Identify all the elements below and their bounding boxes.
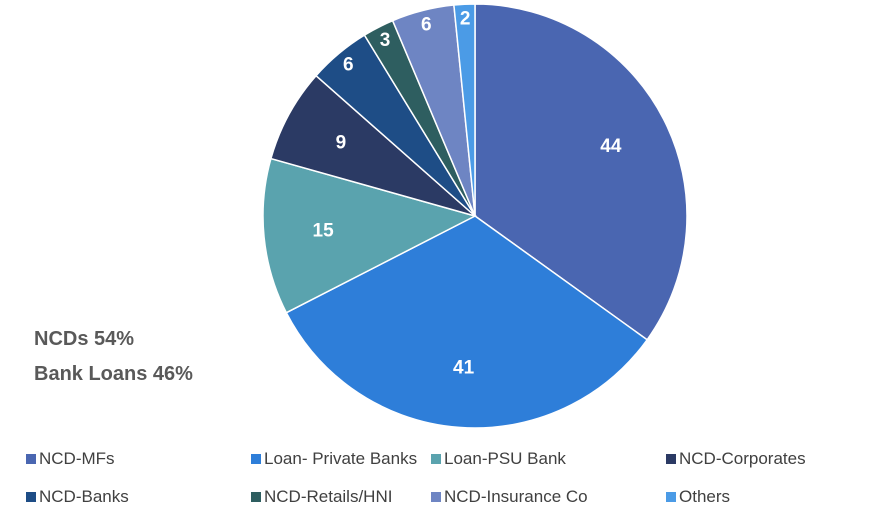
legend-item-loan-private-banks: Loan- Private Banks [251,449,417,469]
pie-slice-loan-psu-bank [262,157,478,314]
data-label-ncd-insurance-co: 6 [421,14,432,35]
legend-label: NCD-Corporates [679,449,806,468]
legend-label: Others [679,487,731,506]
legend-label: NCD-Insurance Co [444,487,588,506]
legend-swatch [26,454,36,464]
legend-swatch [431,492,441,502]
pie-slice-others [453,3,476,217]
pie-data-labels: 44 41 15 9 6 3 6 2 [313,9,622,379]
legend-swatch [251,492,261,502]
legend-swatch [431,454,441,464]
legend-label: NCD-MFs [39,449,115,468]
data-label-ncd-banks: 6 [343,54,354,75]
pie-slice-ncd-mfs [474,3,688,341]
data-label-loan-psu-bank: 15 [313,221,335,242]
legend-swatch [666,454,676,464]
legend-swatch [666,492,676,502]
legend-item-ncd-banks: NCD-Banks [26,487,129,507]
annotations: NCDs 54% Bank Loans 46% [34,322,193,392]
legend-item-loan-psu-bank: Loan-PSU Bank [431,449,566,469]
data-label-loan-private-banks: 41 [453,358,475,379]
pie-slices [262,3,688,429]
pie-slice-loan-private-banks [285,215,649,429]
annotation-ncds: NCDs 54% [34,328,135,350]
legend-label: NCD-Retails/HNI [264,487,393,506]
data-label-others: 2 [460,9,471,30]
data-label-ncd-mfs: 44 [600,136,622,157]
legend-item-others: Others [666,487,730,507]
legend-item-ncd-mfs: NCD-MFs [26,449,115,469]
legend-label: Loan- Private Banks [264,449,418,468]
data-label-ncd-corporates: 9 [336,132,347,153]
legend-label: Loan-PSU Bank [444,449,566,468]
legend-label: NCD-Banks [39,487,129,506]
legend-swatch [251,454,261,464]
legend-item-ncd-insurance-co: NCD-Insurance Co [431,487,588,507]
annotation-bank-loans: Bank Loans 46% [34,363,193,385]
data-label-ncd-retails-hni: 3 [380,30,391,51]
legend-item-ncd-retails-hni: NCD-Retails/HNI [251,487,392,507]
legend-item-ncd-corporates: NCD-Corporates [666,449,806,469]
legend-swatch [26,492,36,502]
